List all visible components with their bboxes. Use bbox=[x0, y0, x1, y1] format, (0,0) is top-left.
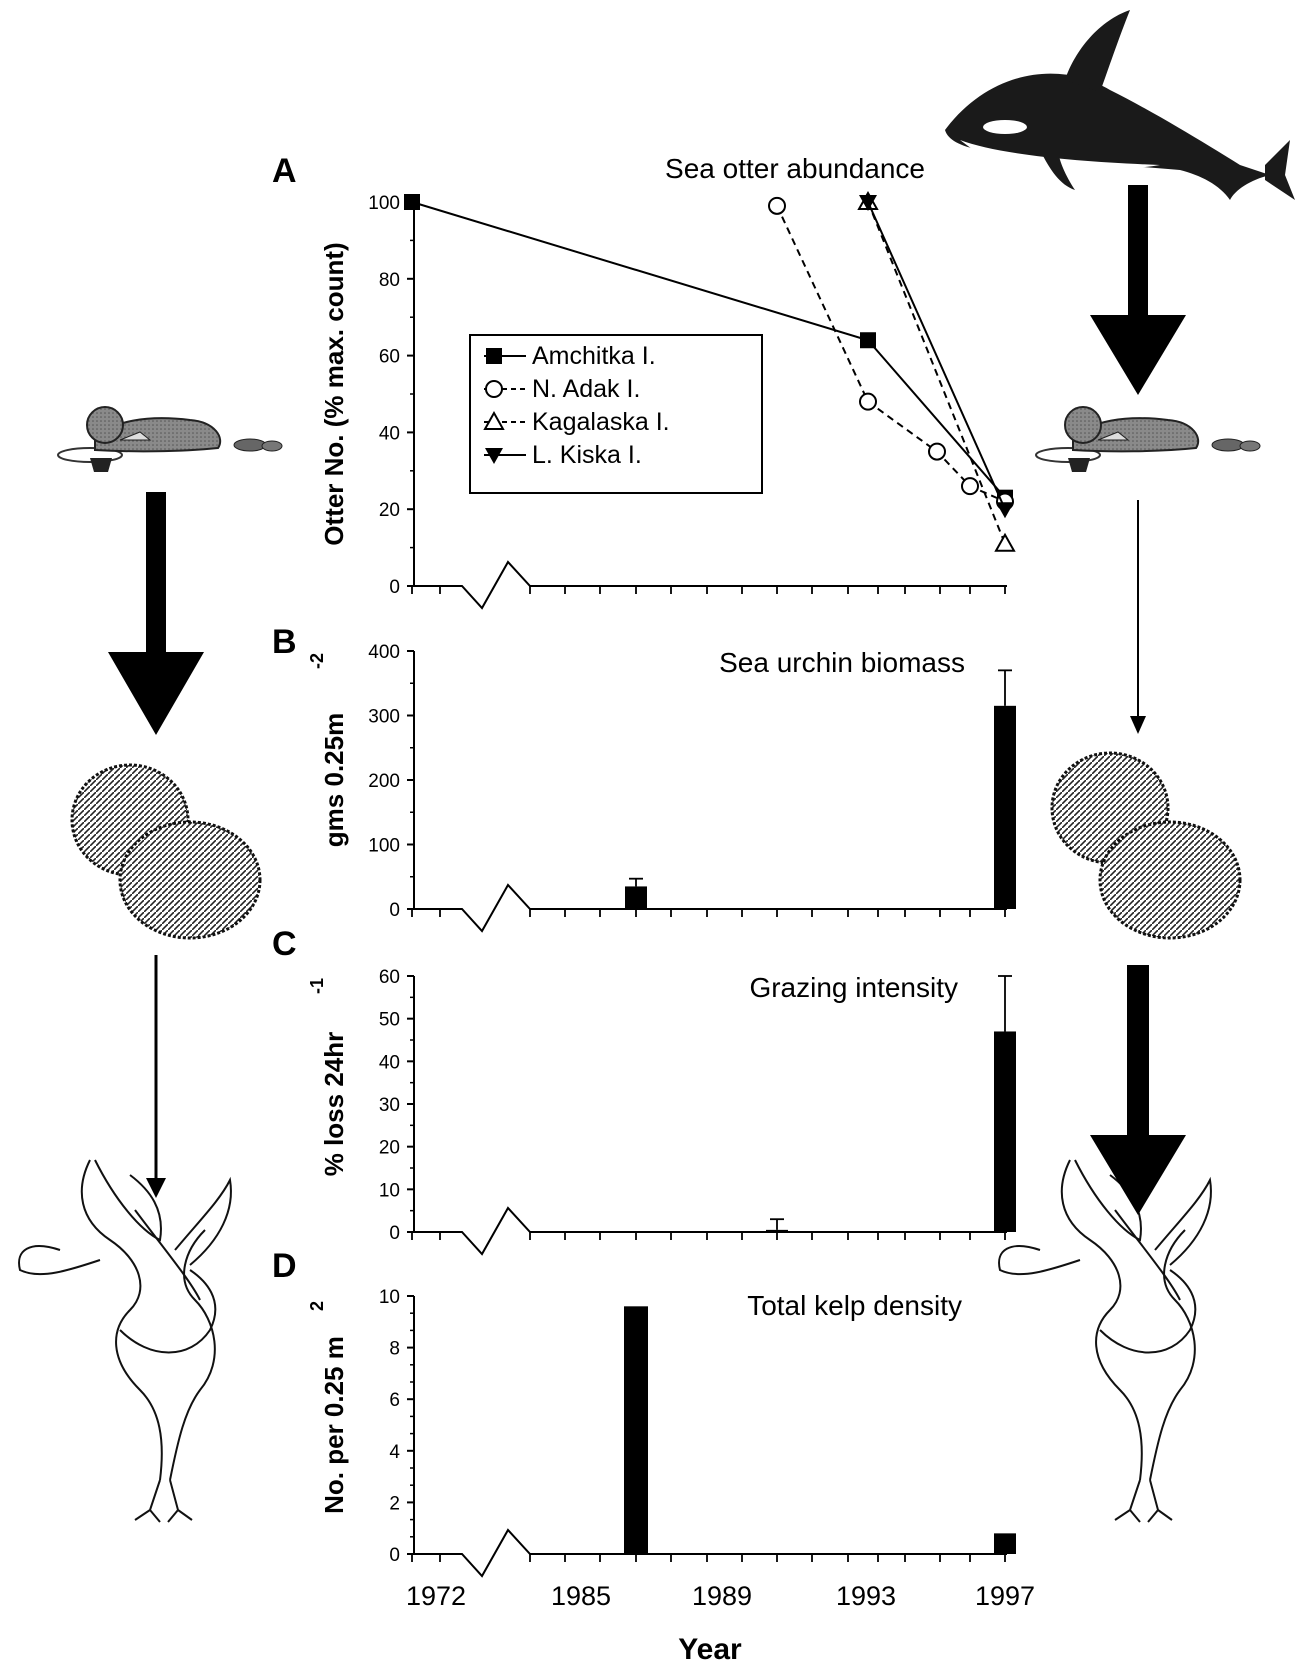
data-point bbox=[483, 410, 505, 430]
y-axis-label: Otter No. (% max. count) bbox=[319, 242, 349, 545]
chart-panel-d: D Total kelp density No. per 0.25 m 2 0 2 4 6 8 1… bbox=[272, 1247, 1016, 1578]
legend-label: Kagalaska I. bbox=[532, 408, 670, 436]
arrow-whale-to-otter bbox=[1090, 185, 1186, 395]
x-axis-label: Year bbox=[678, 1633, 742, 1666]
y-tick-label: 30 bbox=[379, 1095, 400, 1116]
y-tick-label: 8 bbox=[389, 1339, 400, 1360]
y-tick-label: 60 bbox=[379, 347, 400, 368]
x-axis-line bbox=[414, 1528, 1007, 1578]
y-tick-label: 20 bbox=[379, 500, 400, 521]
x-tick-label: 1997 bbox=[975, 1581, 1035, 1611]
sea-urchin-icon bbox=[1050, 751, 1242, 940]
y-tick-label: 10 bbox=[379, 1287, 400, 1308]
data-point bbox=[994, 532, 1016, 552]
y-axis-label: No. per 0.25 m bbox=[319, 1336, 349, 1514]
data-point bbox=[928, 442, 946, 461]
x-tick-label: 1972 bbox=[406, 1581, 466, 1611]
panel-letter: A bbox=[272, 152, 297, 190]
x-tick-label: 1989 bbox=[692, 1581, 752, 1611]
y-tick-label: 100 bbox=[368, 193, 400, 214]
data-point bbox=[996, 502, 1014, 519]
series-l-kiska-i bbox=[859, 195, 1014, 519]
series-line bbox=[867, 201, 1006, 545]
arrow-urchin-to-kelp bbox=[146, 955, 166, 1198]
bar bbox=[625, 886, 647, 909]
y-tick-label: 20 bbox=[379, 1138, 400, 1159]
y-tick-label: 0 bbox=[389, 1223, 400, 1244]
x-axis-line bbox=[414, 560, 1007, 610]
bar bbox=[766, 1229, 788, 1232]
y-tick-label: 2 bbox=[389, 1493, 400, 1514]
y-axis-label-superscript: -1 bbox=[307, 978, 327, 994]
x-tick-label: 1993 bbox=[836, 1581, 896, 1611]
y-tick-label: 100 bbox=[368, 836, 400, 857]
data-point bbox=[961, 477, 979, 496]
data-point bbox=[485, 448, 503, 464]
sea-otter-icon bbox=[1035, 406, 1261, 472]
y-tick-label: 200 bbox=[368, 771, 400, 792]
series-line bbox=[867, 201, 1006, 510]
data-point bbox=[486, 348, 502, 364]
panel-letter: B bbox=[272, 623, 297, 661]
bar bbox=[994, 1031, 1016, 1232]
y-axis-label: % loss 24hr bbox=[319, 1032, 349, 1177]
y-tick-label: 0 bbox=[389, 577, 400, 598]
y-tick-label: 6 bbox=[389, 1390, 400, 1411]
legend-label: L. Kiska I. bbox=[532, 441, 642, 469]
y-axis-label: gms 0.25m bbox=[319, 713, 349, 847]
kelp-icon bbox=[18, 1159, 232, 1523]
chart-title: Sea urchin biomass bbox=[719, 647, 965, 678]
data-point bbox=[485, 380, 503, 398]
bar bbox=[994, 705, 1016, 909]
y-axis-label-superscript: 2 bbox=[307, 1301, 327, 1311]
panel-letter: C bbox=[272, 925, 297, 963]
chart-panel-a: A Sea otter abundance Otter No. (% max. co… bbox=[272, 152, 1016, 610]
chart-title: Grazing intensity bbox=[749, 972, 958, 1003]
x-axis-line bbox=[414, 1206, 1007, 1256]
chart-title: Total kelp density bbox=[747, 1290, 962, 1321]
bar bbox=[624, 1306, 648, 1554]
series-kagalaska-i bbox=[857, 190, 1016, 552]
series-n-adak-i bbox=[768, 196, 1014, 511]
chart-title: Sea otter abundance bbox=[665, 153, 925, 184]
chart-panel-b: B Sea urchin biomass gms 0.25m -2 0 100 200 300… bbox=[272, 623, 1016, 933]
panel-letter: D bbox=[272, 1247, 297, 1285]
y-tick-label: 10 bbox=[379, 1180, 400, 1201]
legend-box bbox=[469, 334, 763, 494]
x-axis: 1972 1985 1989 1993 1997 Year bbox=[406, 1581, 1035, 1666]
y-tick-label: 4 bbox=[389, 1442, 400, 1463]
y-tick-label: 300 bbox=[368, 707, 400, 728]
data-point bbox=[860, 332, 876, 349]
y-tick-label: 50 bbox=[379, 1010, 400, 1031]
data-point bbox=[404, 194, 420, 210]
x-axis-line bbox=[414, 883, 1007, 933]
sea-urchin-icon bbox=[70, 763, 262, 940]
killer-whale-icon bbox=[945, 10, 1295, 200]
bar bbox=[994, 1533, 1016, 1554]
arrow-urchin-to-kelp bbox=[1090, 965, 1186, 1215]
y-tick-label: 40 bbox=[379, 1052, 400, 1073]
chart-panel-c: C Grazing intensity % loss 24hr -1 0 10 20 30 40… bbox=[272, 925, 1016, 1256]
x-tick-label: 1985 bbox=[551, 1581, 611, 1611]
data-point bbox=[768, 196, 786, 215]
legend-label: N. Adak I. bbox=[532, 375, 640, 403]
y-tick-label: 0 bbox=[389, 900, 400, 921]
y-tick-label: 400 bbox=[368, 642, 400, 663]
y-tick-label: 60 bbox=[379, 967, 400, 988]
data-point bbox=[859, 195, 877, 211]
arrow-otter-to-urchin bbox=[1130, 500, 1146, 734]
legend: Amchitka I. N. Adak I. Kagalaska I. L. Kisk… bbox=[469, 334, 763, 494]
legend-label: Amchitka I. bbox=[532, 342, 656, 370]
kelp-icon bbox=[998, 1159, 1212, 1523]
y-tick-label: 0 bbox=[389, 1545, 400, 1566]
y-axis-label-superscript: -2 bbox=[307, 653, 327, 669]
y-tick-label: 40 bbox=[379, 423, 400, 444]
y-tick-label: 80 bbox=[379, 270, 400, 291]
data-point bbox=[859, 392, 877, 411]
sea-otter-icon bbox=[57, 406, 283, 472]
arrow-otter-to-urchin bbox=[108, 492, 204, 735]
